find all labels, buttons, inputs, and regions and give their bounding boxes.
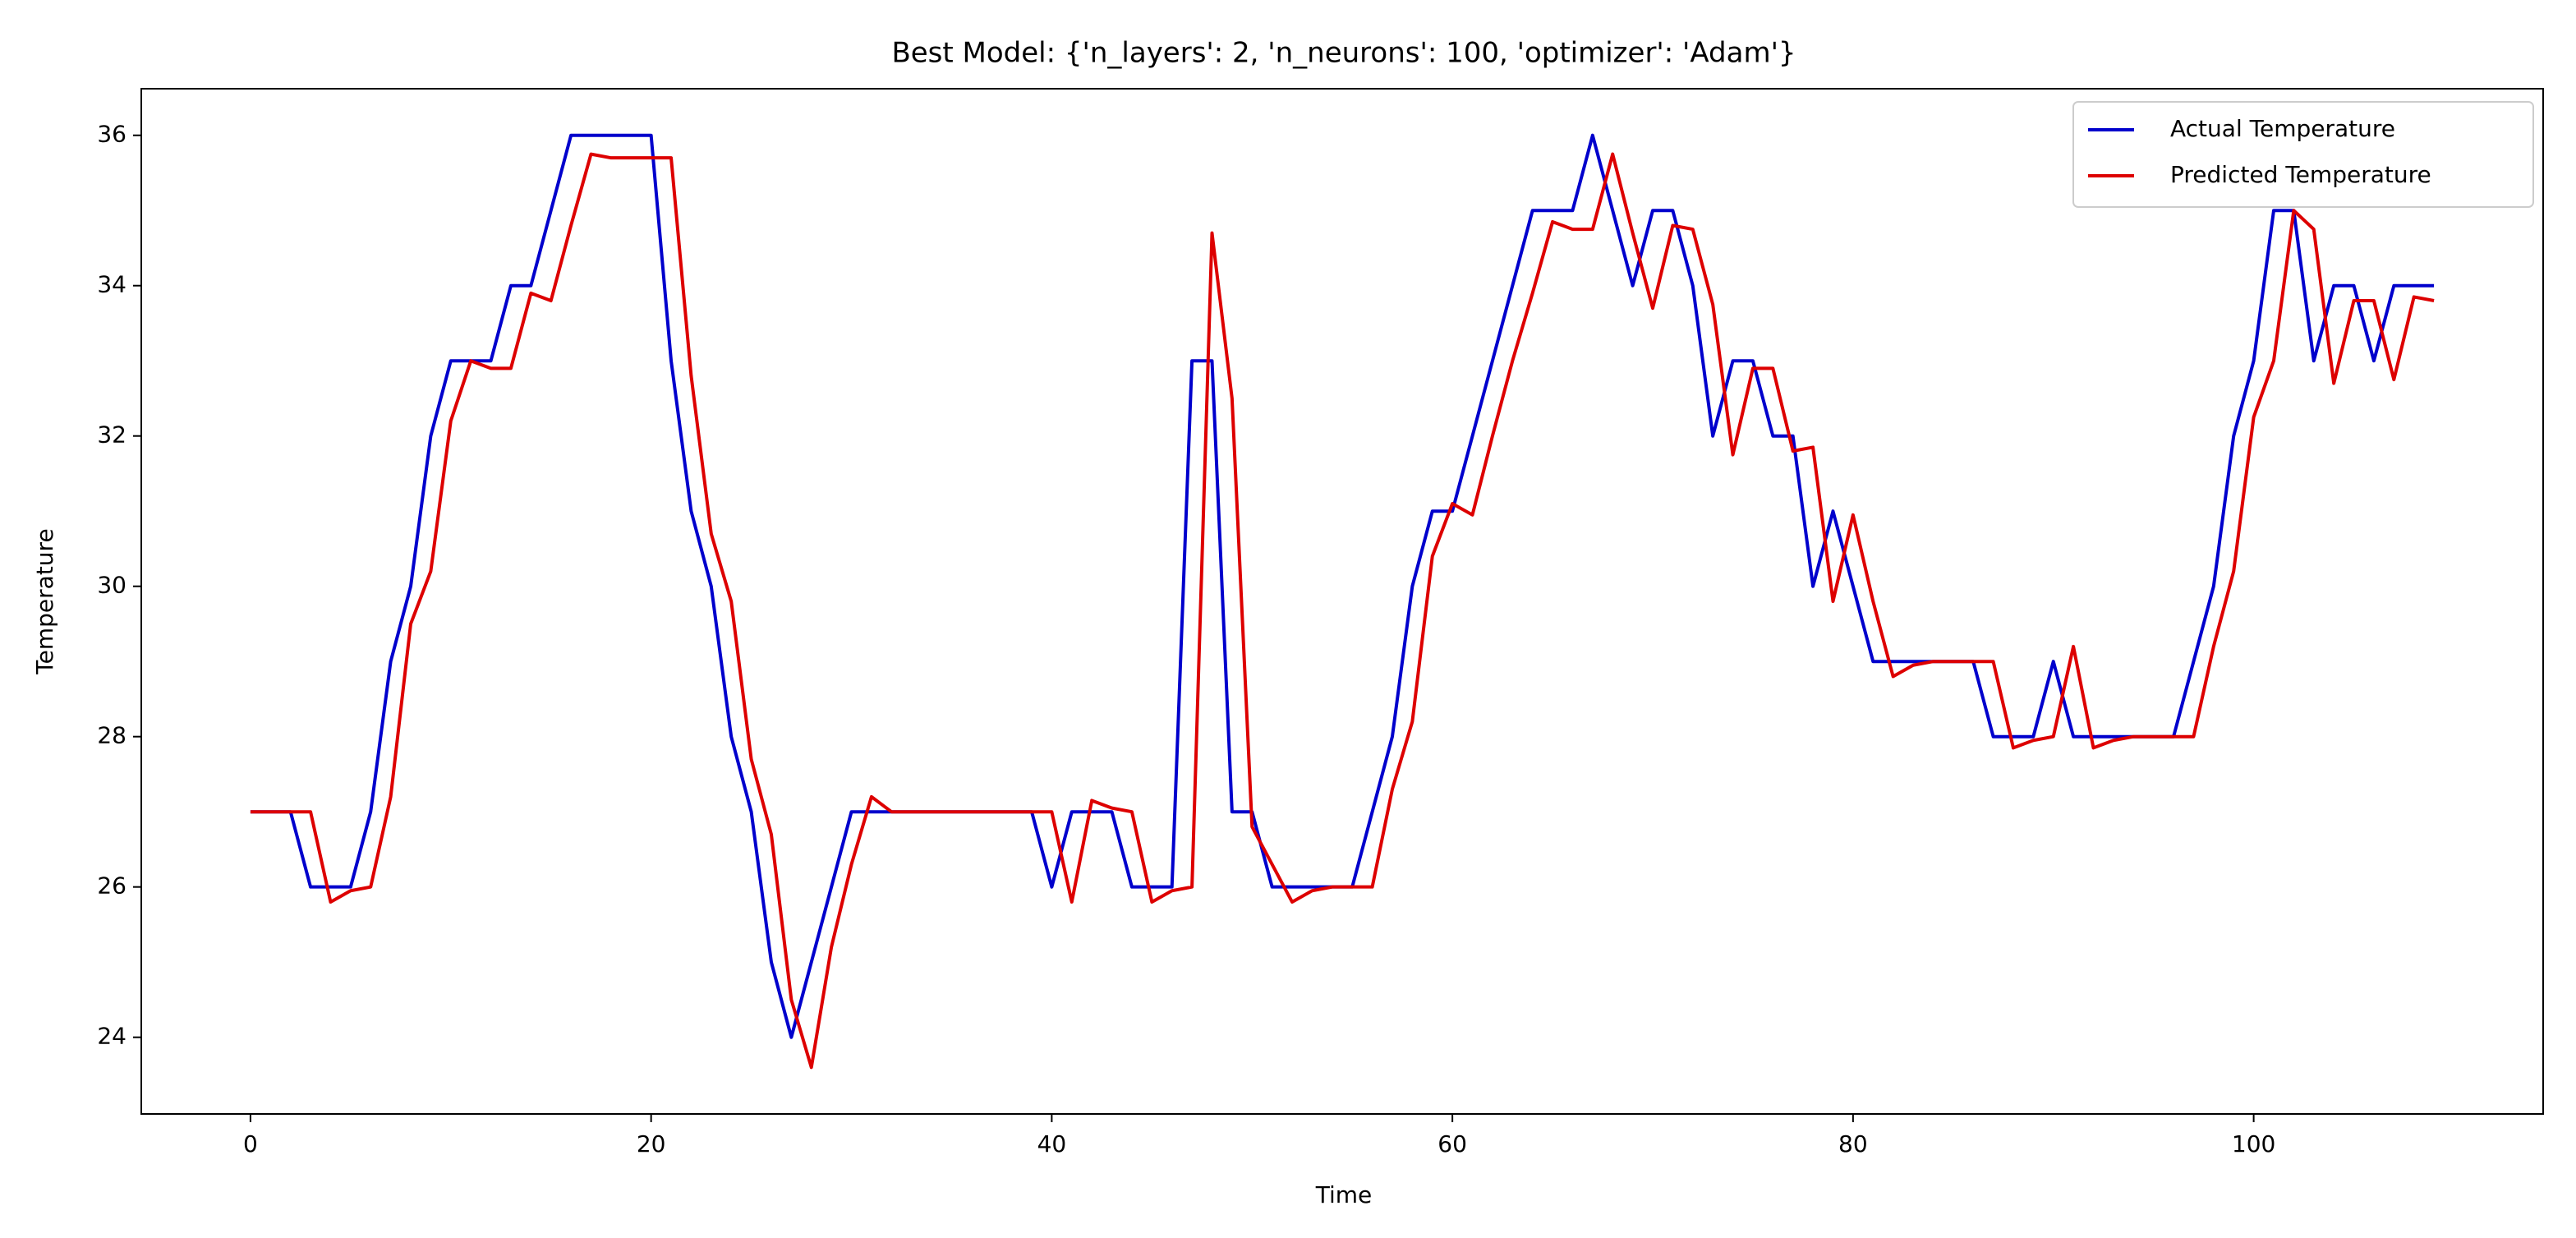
y-tick-label: 26	[97, 872, 126, 900]
y-tick-label: 30	[97, 572, 126, 599]
y-axis-label: Temperature	[31, 528, 58, 674]
x-tick-label: 60	[1438, 1130, 1467, 1157]
chart-title: Best Model: {'n_layers': 2, 'n_neurons':…	[891, 37, 1796, 70]
legend-label: Actual Temperature	[2170, 115, 2395, 142]
x-tick-label: 40	[1037, 1130, 1067, 1157]
x-tick-label: 20	[637, 1130, 666, 1157]
y-tick-label: 24	[97, 1023, 126, 1050]
x-tick-label: 0	[243, 1130, 258, 1157]
y-tick-label: 32	[97, 421, 126, 449]
legend-label: Predicted Temperature	[2170, 161, 2431, 188]
x-axis-label: Time	[1315, 1181, 1373, 1208]
y-tick-label: 28	[97, 722, 126, 749]
plot-frame	[140, 88, 2544, 1115]
y-tick-label: 36	[97, 121, 126, 148]
x-tick-label: 100	[2232, 1130, 2275, 1157]
y-tick-label: 34	[97, 271, 126, 298]
legend-box	[2072, 101, 2534, 208]
x-tick-label: 80	[1838, 1130, 1868, 1157]
data-line	[250, 152, 2435, 1070]
